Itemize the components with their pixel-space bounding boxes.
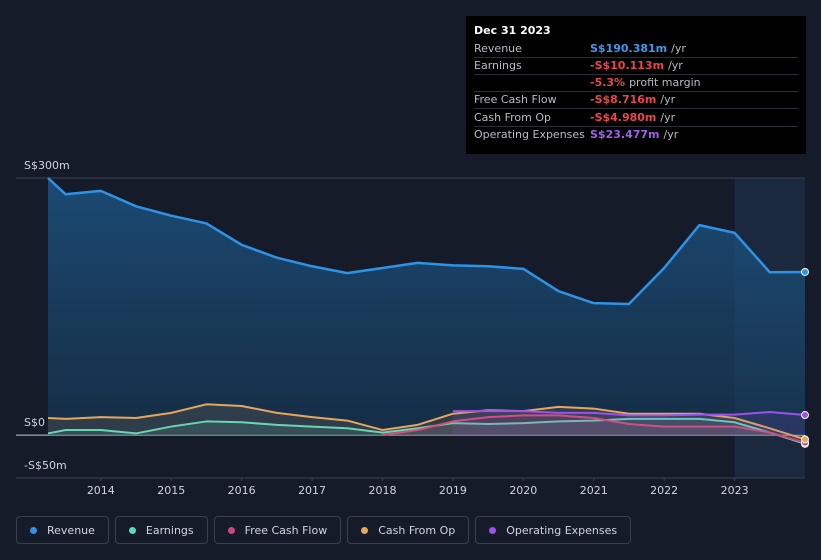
legend-label: Cash From Op [378,523,456,537]
legend-swatch [128,526,136,534]
tooltip-number: S$23.477m [590,128,660,141]
series-line [382,414,806,444]
series-line [47,417,806,445]
x-tick-label: 2021 [580,484,608,497]
legend-label: Operating Expenses [506,523,618,537]
legend: Revenue Earnings Free Cash Flow Cash From O… [16,516,632,544]
tooltip-label: Operating Expenses [474,128,585,141]
tooltip-label: Cash From Op [474,111,551,124]
tooltip-value: -S$4.980m/yr [590,111,676,124]
legend-swatch [361,526,369,534]
tooltip-label: Earnings [474,59,522,72]
x-tick-label: 2017 [298,484,326,497]
legend-swatch [227,526,235,534]
legend-item[interactable]: Earnings [114,516,208,544]
legend-label: Free Cash Flow [244,523,328,537]
legend-item[interactable]: Cash From Op [347,516,470,544]
end-dot [801,435,809,444]
series-area [452,411,805,436]
tooltip-value: -S$10.113m/yr [590,59,683,72]
tooltip-value: S$190.381m/yr [590,42,686,55]
legend-item[interactable]: Free Cash Flow [213,516,342,544]
x-tick-label: 2015 [157,484,185,497]
tooltip-box [466,16,806,154]
x-tick-label: 2018 [368,484,396,497]
series-line [47,403,806,441]
tooltip-number: -S$10.113m [590,59,664,72]
x-tick-label: 2022 [650,484,678,497]
tooltip-number: -S$8.716m [590,93,656,106]
revenue-area [48,178,805,436]
tooltip-unit: /yr [668,59,683,72]
x-tick-label: 2023 [721,484,749,497]
legend-label: Revenue [47,523,95,537]
tooltip-number: S$190.381m [590,42,667,55]
series-line [47,177,806,306]
y-tick-label: -S$50m [24,459,67,472]
legend-label: Earnings [145,523,194,537]
tooltip-value: -S$8.716m/yr [590,93,676,106]
legend-swatch [489,526,497,534]
series-area [48,418,805,444]
tooltip-number: -S$4.980m [590,111,656,124]
x-tick-label: 2016 [228,484,256,497]
legend-swatch [30,526,37,534]
series-area [382,415,805,443]
tooltip-unit: /yr [664,128,679,141]
tooltip-title: Dec 31 2023 [474,24,551,37]
x-tick-label: 2019 [439,484,467,497]
legend-item[interactable]: Operating Expenses [475,516,632,544]
tooltip-unit: /yr [660,111,675,124]
legend-item[interactable]: Revenue [16,516,109,544]
tooltip-unit: /yr [660,93,675,106]
end-dot [801,411,809,420]
tooltip-number: -5.3% [590,76,625,89]
tooltip-value: S$23.477m/yr [590,128,679,141]
end-dot [801,267,809,276]
series-line [452,410,806,417]
tooltip-value: -5.3% profit margin [590,76,701,89]
y-tick-label: S$300m [24,159,70,172]
y-tick-label: S$0 [24,416,45,429]
tooltip-unit: profit margin [629,76,701,89]
x-tick-label: 2014 [87,484,115,497]
tooltip-unit: /yr [671,42,686,55]
series-area [48,404,805,440]
x-tick-label: 2020 [509,484,537,497]
chart: S$300m S$0 -S$50m 2014 2015 2016 2017 2018 2019 2… [16,16,809,497]
tooltip-label: Free Cash Flow [474,93,557,106]
tooltip-label: Revenue [474,42,522,55]
